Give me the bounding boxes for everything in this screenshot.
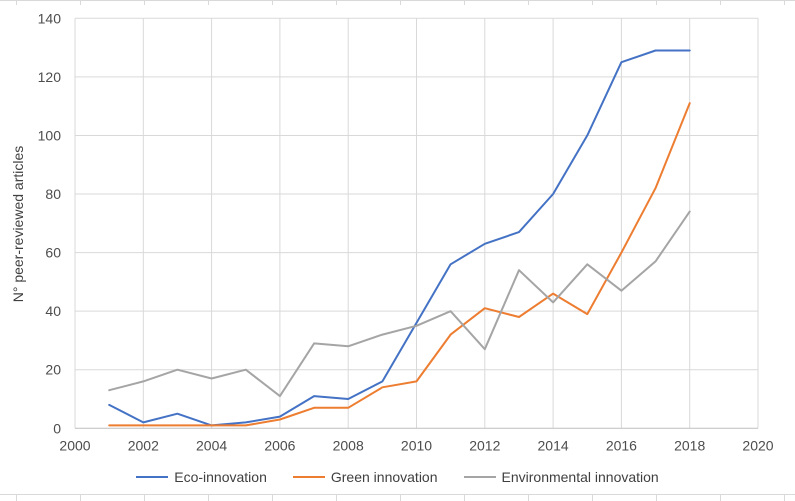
x-tick-label: 2020 [742,437,773,453]
y-tick-label: 60 [45,245,61,261]
legend-item-environmental-innovation[interactable]: Environmental innovation [463,469,659,485]
y-tick-label: 100 [38,127,62,143]
legend-label-environmental-innovation: Environmental innovation [501,469,659,485]
x-tick-label: 2018 [674,437,705,453]
series-line-green-innovation[interactable] [108,102,691,427]
x-tick-label: 2006 [264,437,295,453]
legend-label-green-innovation: Green innovation [330,469,438,485]
x-tick-label: 2016 [606,437,637,453]
y-tick-label: 20 [45,362,61,378]
legend-label-eco-innovation: Eco-innovation [174,469,267,485]
legend-line-swatch-eco-innovation [136,476,169,478]
x-tick-label: 2010 [401,437,432,453]
y-tick-label: 140 [38,10,62,26]
legend-line-swatch-green-innovation [292,476,325,478]
x-tick-label: 2008 [333,437,364,453]
y-tick-label: 40 [45,303,61,319]
x-tick-label: 2004 [196,437,227,453]
legend-line-swatch-environmental-innovation [463,476,496,478]
x-tick-label: 2000 [59,437,90,453]
series-line-eco-innovation[interactable] [108,49,691,427]
series-line-environmental-innovation[interactable] [108,210,691,398]
chart-legend: Eco-innovation Green innovation Environm… [0,469,795,485]
x-tick-label: 2002 [128,437,159,453]
y-tick-label: 80 [45,186,61,202]
legend-item-green-innovation[interactable]: Green innovation [292,469,438,485]
x-tick-label: 2014 [538,437,569,453]
legend-item-eco-innovation[interactable]: Eco-innovation [136,469,267,485]
x-tick-label: 2012 [469,437,500,453]
y-tick-label: 0 [53,420,61,436]
y-tick-label: 120 [38,69,62,85]
y-axis-title: N° peer-reviewed articles [10,145,26,303]
